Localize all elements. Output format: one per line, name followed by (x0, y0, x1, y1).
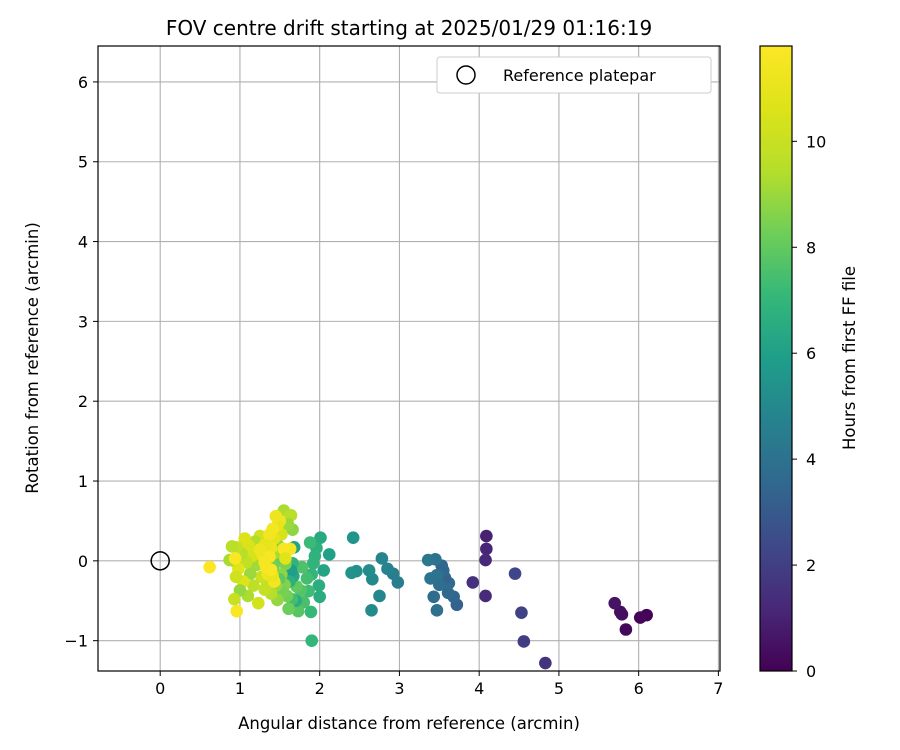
y-tick-label: 0 (78, 552, 88, 571)
x-tick-label: 1 (235, 679, 245, 698)
data-point (225, 540, 239, 553)
data-point (619, 623, 633, 636)
data-point (291, 604, 305, 618)
data-point (479, 553, 492, 567)
y-tick-label: −1 (64, 632, 88, 651)
y-axis-ticks: −1 0 1 2 3 4 5 6 (64, 73, 98, 651)
data-point (303, 536, 317, 549)
plot-background (98, 46, 720, 671)
data-point (279, 552, 292, 565)
data-point (480, 542, 493, 556)
colorbar-tick-label: 2 (806, 556, 816, 575)
legend-label-reference-platepar: Reference platepar (503, 66, 656, 85)
data-point (277, 542, 291, 556)
x-tick-label: 3 (394, 679, 404, 698)
data-point (295, 560, 309, 574)
colorbar: 0 2 4 6 8 10 Hours from first FF file (759, 45, 859, 681)
colorbar-tick-label: 8 (806, 238, 816, 257)
data-point (608, 596, 622, 610)
data-point (508, 567, 522, 580)
colorbar-tick-label: 0 (806, 662, 816, 681)
colorbar-tick-label: 6 (806, 344, 816, 363)
data-point (539, 656, 552, 670)
data-point (615, 608, 629, 621)
data-point (430, 568, 444, 582)
data-point (365, 604, 378, 617)
chart-title: FOV centre drift starting at 2025/01/29 … (166, 16, 652, 40)
legend-marker-open-circle (456, 65, 476, 85)
colorbar-gradient (759, 45, 793, 672)
x-tick-label: 7 (713, 679, 723, 698)
data-point (203, 560, 216, 574)
legend: Reference platepar (436, 56, 712, 94)
data-point (258, 556, 271, 569)
reference-platepar-marker (150, 551, 170, 571)
y-tick-label: 4 (78, 233, 88, 252)
data-point (433, 578, 446, 592)
x-axis-title: Angular distance from reference (arcmin) (238, 714, 580, 733)
data-point (345, 566, 358, 580)
scatter-points (203, 504, 653, 670)
colorbar-ticks: 0 2 4 6 8 10 (792, 132, 826, 681)
data-point (253, 543, 267, 556)
y-tick-label: 5 (78, 153, 88, 172)
data-point (317, 564, 330, 577)
data-point (314, 531, 327, 544)
data-point (430, 604, 444, 617)
x-axis-ticks: 0 1 2 3 4 5 6 7 (155, 671, 723, 698)
data-point (307, 556, 320, 570)
y-tick-label: 6 (78, 73, 88, 92)
data-point (362, 564, 376, 577)
y-tick-label: 3 (78, 312, 88, 331)
x-tick-label: 5 (554, 679, 564, 698)
grid-lines (98, 46, 720, 671)
plot-frame (97, 45, 721, 672)
colorbar-title: Hours from first FF file (840, 266, 859, 450)
data-point (373, 589, 386, 603)
x-tick-label: 2 (315, 679, 325, 698)
x-tick-label: 4 (474, 679, 484, 698)
colorbar-tick-label: 10 (806, 132, 826, 151)
data-point (230, 604, 244, 618)
data-point (228, 552, 242, 565)
data-point (282, 602, 295, 616)
data-point (515, 606, 528, 620)
data-point (312, 579, 326, 592)
data-point (375, 552, 389, 565)
data-point (228, 592, 241, 606)
data-point (633, 611, 647, 624)
data-point (247, 579, 260, 592)
data-point (300, 572, 314, 585)
plot-area: 0 1 2 3 4 5 6 7 −1 0 1 2 3 4 5 6 (64, 45, 723, 698)
x-tick-label: 6 (634, 679, 644, 698)
data-point (346, 531, 360, 544)
data-point (421, 553, 435, 567)
data-point (480, 529, 493, 543)
data-point (466, 576, 480, 589)
data-point (427, 590, 441, 604)
data-point (304, 605, 318, 619)
legend-box (436, 56, 712, 94)
data-point (479, 589, 492, 603)
data-point (269, 509, 283, 523)
data-point (263, 528, 276, 541)
data-point (441, 586, 455, 600)
y-tick-label: 2 (78, 392, 88, 411)
x-tick-label: 0 (155, 679, 165, 698)
data-point (229, 570, 243, 584)
data-point (517, 635, 531, 648)
data-point (313, 590, 326, 604)
data-point (322, 548, 336, 561)
y-axis-title: Rotation from reference (arcmin) (23, 222, 42, 494)
colorbar-tick-label: 4 (806, 450, 816, 469)
data-point (305, 634, 319, 647)
data-point (381, 562, 394, 576)
y-tick-label: 1 (78, 472, 88, 491)
data-point (258, 583, 271, 596)
data-point (238, 532, 252, 545)
data-point (251, 596, 265, 610)
